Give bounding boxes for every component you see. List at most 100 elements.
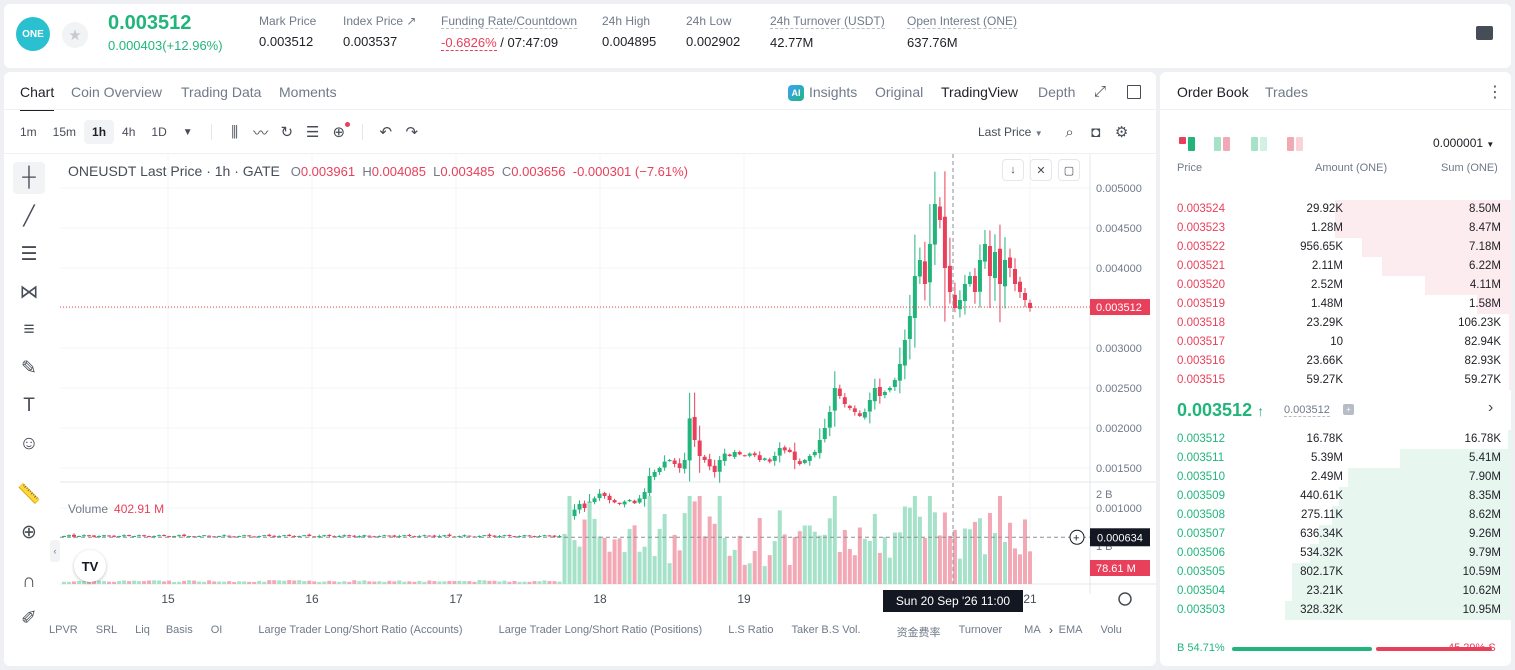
price-type-select[interactable]: Last Price ▼ [978, 125, 1043, 139]
magnet-icon[interactable]: ∩ [22, 571, 36, 592]
text-icon[interactable]: T [23, 395, 35, 416]
bid-row[interactable]: 0.003505 802.17K 10.59M [1160, 563, 1511, 582]
tab-coin-overview[interactable]: Coin Overview [71, 84, 163, 100]
tab-insights[interactable]: AI Insights [788, 84, 857, 102]
template-icon[interactable]: ☰ [306, 124, 320, 141]
interval-1m[interactable]: 1m [20, 125, 37, 139]
price-chart[interactable]: 0.005000 0.004500 0.004000 0.003000 0.002500… [60, 154, 1156, 624]
redo-icon[interactable]: ↷ [405, 124, 419, 141]
view-both-icon[interactable] [1179, 137, 1195, 151]
ask-row[interactable]: 0.003520 2.52M 4.11M [1160, 276, 1511, 295]
ask-row[interactable]: 0.003515 59.27K 59.27K [1160, 371, 1511, 390]
volume-bar [362, 580, 367, 584]
search-icon[interactable]: ⌕ [1065, 123, 1074, 141]
favorite-star-icon[interactable]: ★ [62, 22, 88, 48]
window-icon[interactable] [1127, 85, 1141, 99]
ask-row[interactable]: 0.003523 1.28M 8.47M [1160, 219, 1511, 238]
tab-tradingview[interactable]: TradingView [941, 84, 1019, 100]
tab-trades[interactable]: Trades [1265, 84, 1309, 100]
more-icon[interactable]: ⋮ [1487, 84, 1503, 101]
indicator-item[interactable]: OI [210, 624, 223, 636]
stat-24h-high: 24h High 0.004895 [602, 14, 656, 49]
bid-row[interactable]: 0.003507 636.34K 9.26M [1160, 525, 1511, 544]
tab-order-book[interactable]: Order Book [1177, 84, 1249, 100]
refresh-icon[interactable]: ↻ [280, 124, 294, 141]
scroll-down-icon[interactable]: ↓ [1002, 159, 1024, 181]
ask-row[interactable]: 0.003522 956.65K 7.18M [1160, 238, 1511, 257]
bid-row[interactable]: 0.003509 440.61K 8.35M [1160, 487, 1511, 506]
indicator-item[interactable]: Turnover [958, 624, 1003, 636]
collapse-pane-icon[interactable]: ✕ [1030, 159, 1052, 181]
chevron-right-icon[interactable]: › [1488, 399, 1494, 416]
indicator-item[interactable]: LPVR [49, 624, 78, 636]
indicator-item[interactable]: Taker B.S Vol. [791, 624, 861, 636]
indicator-item[interactable]: MA [1024, 624, 1041, 636]
maximize-pane-icon[interactable]: ▢ [1058, 159, 1080, 181]
indicator-item[interactable]: Large Trader Long/Short Ratio (Positions… [498, 624, 703, 636]
tradingview-logo[interactable]: TV [74, 550, 106, 582]
expand-icon[interactable]: ⤢ [1094, 83, 1107, 100]
bid-row[interactable]: 0.003506 534.32K 9.79M [1160, 544, 1511, 563]
interval-1d[interactable]: 1D [151, 125, 167, 139]
indicator-item[interactable]: L.S Ratio [728, 624, 774, 636]
ask-row[interactable]: 0.003524 29.92K 8.50M [1160, 200, 1511, 219]
precision-select[interactable]: 0.000001 ▼ [1433, 136, 1495, 150]
trend-line-icon[interactable]: ╱ [23, 205, 35, 227]
view-bids-asks-icon[interactable] [1214, 137, 1230, 151]
indicators-icon[interactable]: 〰 [253, 124, 269, 142]
fib-icon[interactable]: ≡ [23, 319, 35, 340]
bid-row[interactable]: 0.003504 23.21K 10.62M [1160, 582, 1511, 601]
ask-row[interactable]: 0.003517 10 82.94K [1160, 333, 1511, 352]
gear-icon[interactable]: ⚙ [1114, 124, 1129, 141]
stat-label[interactable]: Index Price ↗ [343, 14, 417, 28]
undo-icon[interactable]: ↶ [379, 124, 393, 141]
tab-trading-data[interactable]: Trading Data [181, 84, 262, 100]
add-indicator-icon[interactable]: ⊕ [326, 122, 352, 141]
emoji-icon[interactable]: ☺ [19, 433, 39, 454]
interval-4h[interactable]: 4h [122, 125, 136, 139]
ask-row[interactable]: 0.003518 23.29K 106.23K [1160, 314, 1511, 333]
tab-depth[interactable]: Depth [1038, 84, 1076, 100]
interval-15m[interactable]: 15m [52, 125, 77, 139]
volume-bar [812, 531, 817, 584]
ask-row[interactable]: 0.003519 1.48M 1.58M [1160, 295, 1511, 314]
camera-icon[interactable]: ◘ [1091, 123, 1101, 141]
bid-row[interactable]: 0.003512 16.78K 16.78K [1160, 430, 1511, 449]
tab-chart[interactable]: Chart [20, 84, 55, 111]
add-alert-icon[interactable] [1069, 529, 1085, 545]
view-asks-icon[interactable] [1287, 137, 1303, 151]
ruler-icon[interactable]: 📏 [17, 484, 41, 505]
row-sum: 16.78K [1464, 433, 1501, 445]
interval-1h[interactable]: 1h [84, 120, 115, 144]
bid-row[interactable]: 0.003503 328.32K 10.95M [1160, 601, 1511, 620]
bid-row[interactable]: 0.003511 5.39M 5.41M [1160, 449, 1511, 468]
tab-original[interactable]: Original [875, 84, 924, 100]
bid-row[interactable]: 0.003508 275.11K 8.62M [1160, 506, 1511, 525]
zoom-icon[interactable]: ⊕ [21, 521, 37, 543]
candle-type-icon[interactable]: ⫼ [231, 123, 239, 141]
ask-row[interactable]: 0.003521 2.11M 6.22M [1160, 257, 1511, 276]
indicator-item[interactable]: Liq [135, 624, 150, 636]
chevron-right-icon[interactable]: › [1049, 623, 1053, 637]
horizontal-lines-icon[interactable]: ☰ [20, 243, 38, 265]
view-bids-icon[interactable] [1251, 137, 1267, 151]
indicator-item[interactable]: Volu [1100, 624, 1122, 636]
indicator-item[interactable]: 资金费率 [896, 627, 941, 639]
book-icon[interactable] [1476, 26, 1493, 40]
collapse-toolbar-icon[interactable]: ‹ [50, 540, 60, 562]
indicator-item[interactable]: Basis [165, 624, 193, 636]
indicator-item[interactable]: SRL [95, 624, 118, 636]
pattern-icon[interactable]: ⋈ [19, 281, 39, 303]
mid-price[interactable]: 0.003512 ↑ [1177, 400, 1264, 421]
tab-moments[interactable]: Moments [279, 84, 337, 100]
brush-icon[interactable]: ✎ [21, 357, 37, 379]
axis-settings-icon[interactable] [1118, 592, 1132, 606]
indicator-item[interactable]: Large Trader Long/Short Ratio (Accounts) [258, 624, 463, 636]
stat-index-price[interactable]: Index Price ↗ 0.003537 [343, 14, 416, 49]
bid-row[interactable]: 0.003510 2.49M 7.90M [1160, 468, 1511, 487]
indicator-item[interactable]: EMA [1058, 624, 1083, 636]
ask-row[interactable]: 0.003516 23.66K 82.93K [1160, 352, 1511, 371]
edit-lock-icon[interactable]: ✐ [21, 607, 37, 629]
crosshair-icon[interactable]: ┼ [13, 162, 45, 194]
interval-dropdown-icon[interactable]: ▼ [182, 126, 193, 138]
